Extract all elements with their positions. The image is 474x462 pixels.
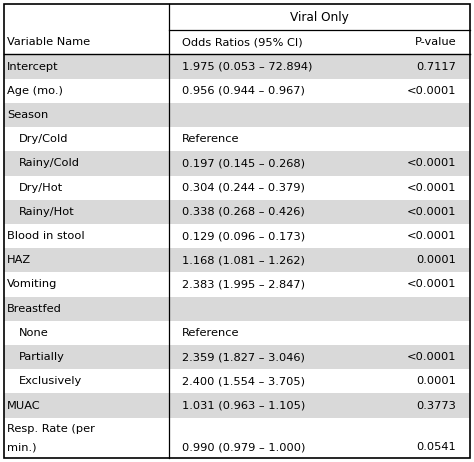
Text: min.): min.) [7, 442, 36, 452]
Text: <0.0001: <0.0001 [407, 231, 456, 241]
Text: 0.956 (0.944 – 0.967): 0.956 (0.944 – 0.967) [182, 86, 305, 96]
Text: 0.338 (0.268 – 0.426): 0.338 (0.268 – 0.426) [182, 207, 304, 217]
Bar [169, 4, 470, 30]
Bar [4, 30, 470, 55]
Text: 0.7117: 0.7117 [416, 61, 456, 72]
Text: <0.0001: <0.0001 [407, 280, 456, 290]
Text: MUAC: MUAC [7, 401, 41, 411]
Text: Dry/Cold: Dry/Cold [18, 134, 68, 144]
Text: 2.383 (1.995 – 2.847): 2.383 (1.995 – 2.847) [182, 280, 305, 290]
Text: Partially: Partially [18, 352, 64, 362]
Text: Reference: Reference [182, 134, 239, 144]
Text: Odds Ratios (95% CI): Odds Ratios (95% CI) [182, 37, 302, 47]
Bar [4, 369, 470, 394]
Bar [4, 176, 470, 200]
Text: <0.0001: <0.0001 [407, 158, 456, 169]
Text: Variable Name: Variable Name [7, 37, 90, 47]
Bar [4, 200, 470, 224]
Text: Exclusively: Exclusively [18, 377, 82, 386]
Bar [4, 394, 470, 418]
Text: 0.129 (0.096 – 0.173): 0.129 (0.096 – 0.173) [182, 231, 305, 241]
Text: Breastfed: Breastfed [7, 304, 62, 314]
Text: Rainy/Hot: Rainy/Hot [18, 207, 74, 217]
Text: 2.359 (1.827 – 3.046): 2.359 (1.827 – 3.046) [182, 352, 305, 362]
Text: 0.0001: 0.0001 [416, 377, 456, 386]
Text: Rainy/Cold: Rainy/Cold [18, 158, 80, 169]
Text: Viral Only: Viral Only [291, 11, 349, 24]
Bar [4, 151, 470, 176]
Text: 1.168 (1.081 – 1.262): 1.168 (1.081 – 1.262) [182, 255, 305, 265]
Text: Season: Season [7, 110, 48, 120]
Text: 0.3773: 0.3773 [416, 401, 456, 411]
Text: <0.0001: <0.0001 [407, 207, 456, 217]
Text: 0.304 (0.244 – 0.379): 0.304 (0.244 – 0.379) [182, 182, 305, 193]
Text: P-value: P-value [414, 37, 456, 47]
Text: 0.0541: 0.0541 [416, 442, 456, 452]
Text: 1.031 (0.963 – 1.105): 1.031 (0.963 – 1.105) [182, 401, 305, 411]
Text: 0.0001: 0.0001 [416, 255, 456, 265]
Bar [4, 224, 470, 248]
Bar [4, 127, 470, 151]
Text: 0.197 (0.145 – 0.268): 0.197 (0.145 – 0.268) [182, 158, 305, 169]
Text: <0.0001: <0.0001 [407, 182, 456, 193]
Text: HAZ: HAZ [7, 255, 31, 265]
Text: Reference: Reference [182, 328, 239, 338]
Text: <0.0001: <0.0001 [407, 86, 456, 96]
Bar [4, 345, 470, 369]
Bar [4, 321, 470, 345]
Text: 2.400 (1.554 – 3.705): 2.400 (1.554 – 3.705) [182, 377, 305, 386]
Bar [4, 418, 470, 458]
Text: Blood in stool: Blood in stool [7, 231, 85, 241]
Text: Vomiting: Vomiting [7, 280, 57, 290]
Text: Age (mo.): Age (mo.) [7, 86, 63, 96]
Bar [4, 103, 470, 127]
Bar [4, 273, 470, 297]
Text: None: None [18, 328, 48, 338]
Bar [4, 55, 470, 79]
Text: Resp. Rate (per: Resp. Rate (per [7, 424, 95, 433]
Text: Intercept: Intercept [7, 61, 59, 72]
Text: Dry/Hot: Dry/Hot [18, 182, 63, 193]
Text: 1.975 (0.053 – 72.894): 1.975 (0.053 – 72.894) [182, 61, 312, 72]
Text: 0.990 (0.979 – 1.000): 0.990 (0.979 – 1.000) [182, 442, 305, 452]
Bar [4, 4, 169, 30]
Bar [4, 79, 470, 103]
Bar [4, 297, 470, 321]
Text: <0.0001: <0.0001 [407, 352, 456, 362]
Bar [4, 248, 470, 273]
